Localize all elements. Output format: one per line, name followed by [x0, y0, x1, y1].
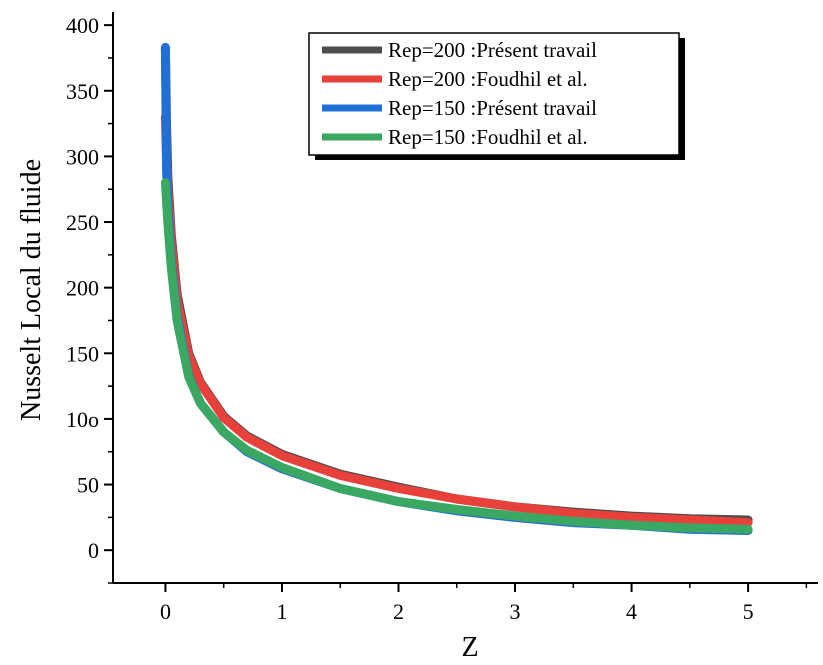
x-tick-label: 3	[510, 599, 521, 624]
legend-label-2: Rep=200 :Foudhil et al.	[388, 67, 588, 91]
y-tick-label: 400	[66, 13, 99, 38]
y-tick-label: 200	[66, 276, 99, 301]
series-line-4	[160, 178, 753, 534]
y-axis-title: Nusselt Local du fluide	[16, 159, 47, 421]
y-tick-label: 300	[66, 144, 99, 169]
y-tick-label: 0	[88, 538, 99, 563]
x-tick-label: 0	[160, 599, 171, 624]
series-line-2	[160, 112, 753, 528]
x-ticks: 0 1 2 3 4 5	[160, 583, 808, 624]
x-axis-title: Z	[461, 632, 478, 663]
legend-label-3: Rep=150 :Présent travail	[388, 96, 597, 120]
y-ticks: 0 50 10o 150 200 250 300 350 400	[66, 13, 113, 584]
x-tick-label: 2	[393, 599, 404, 624]
y-tick-label: 350	[66, 79, 99, 104]
y-tick-label: 50	[77, 473, 99, 498]
axes-layer	[112, 12, 818, 584]
y-tick-label: 10o	[66, 407, 99, 432]
legend: Rep=200 :Présent travail Rep=200 :Foudhil…	[308, 32, 685, 160]
x-tick-label: 4	[626, 599, 637, 624]
x-tick-label: 5	[743, 599, 754, 624]
legend-label-4: Rep=150 :Foudhil et al.	[388, 125, 588, 149]
legend-label-1: Rep=200 :Présent travail	[388, 38, 597, 62]
y-tick-label: 250	[66, 210, 99, 235]
series-layer	[160, 42, 753, 535]
y-tick-label: 150	[66, 341, 99, 366]
x-tick-label: 1	[276, 599, 287, 624]
legend-items: Rep=200 :Présent travail Rep=200 :Foudhil…	[322, 38, 597, 149]
